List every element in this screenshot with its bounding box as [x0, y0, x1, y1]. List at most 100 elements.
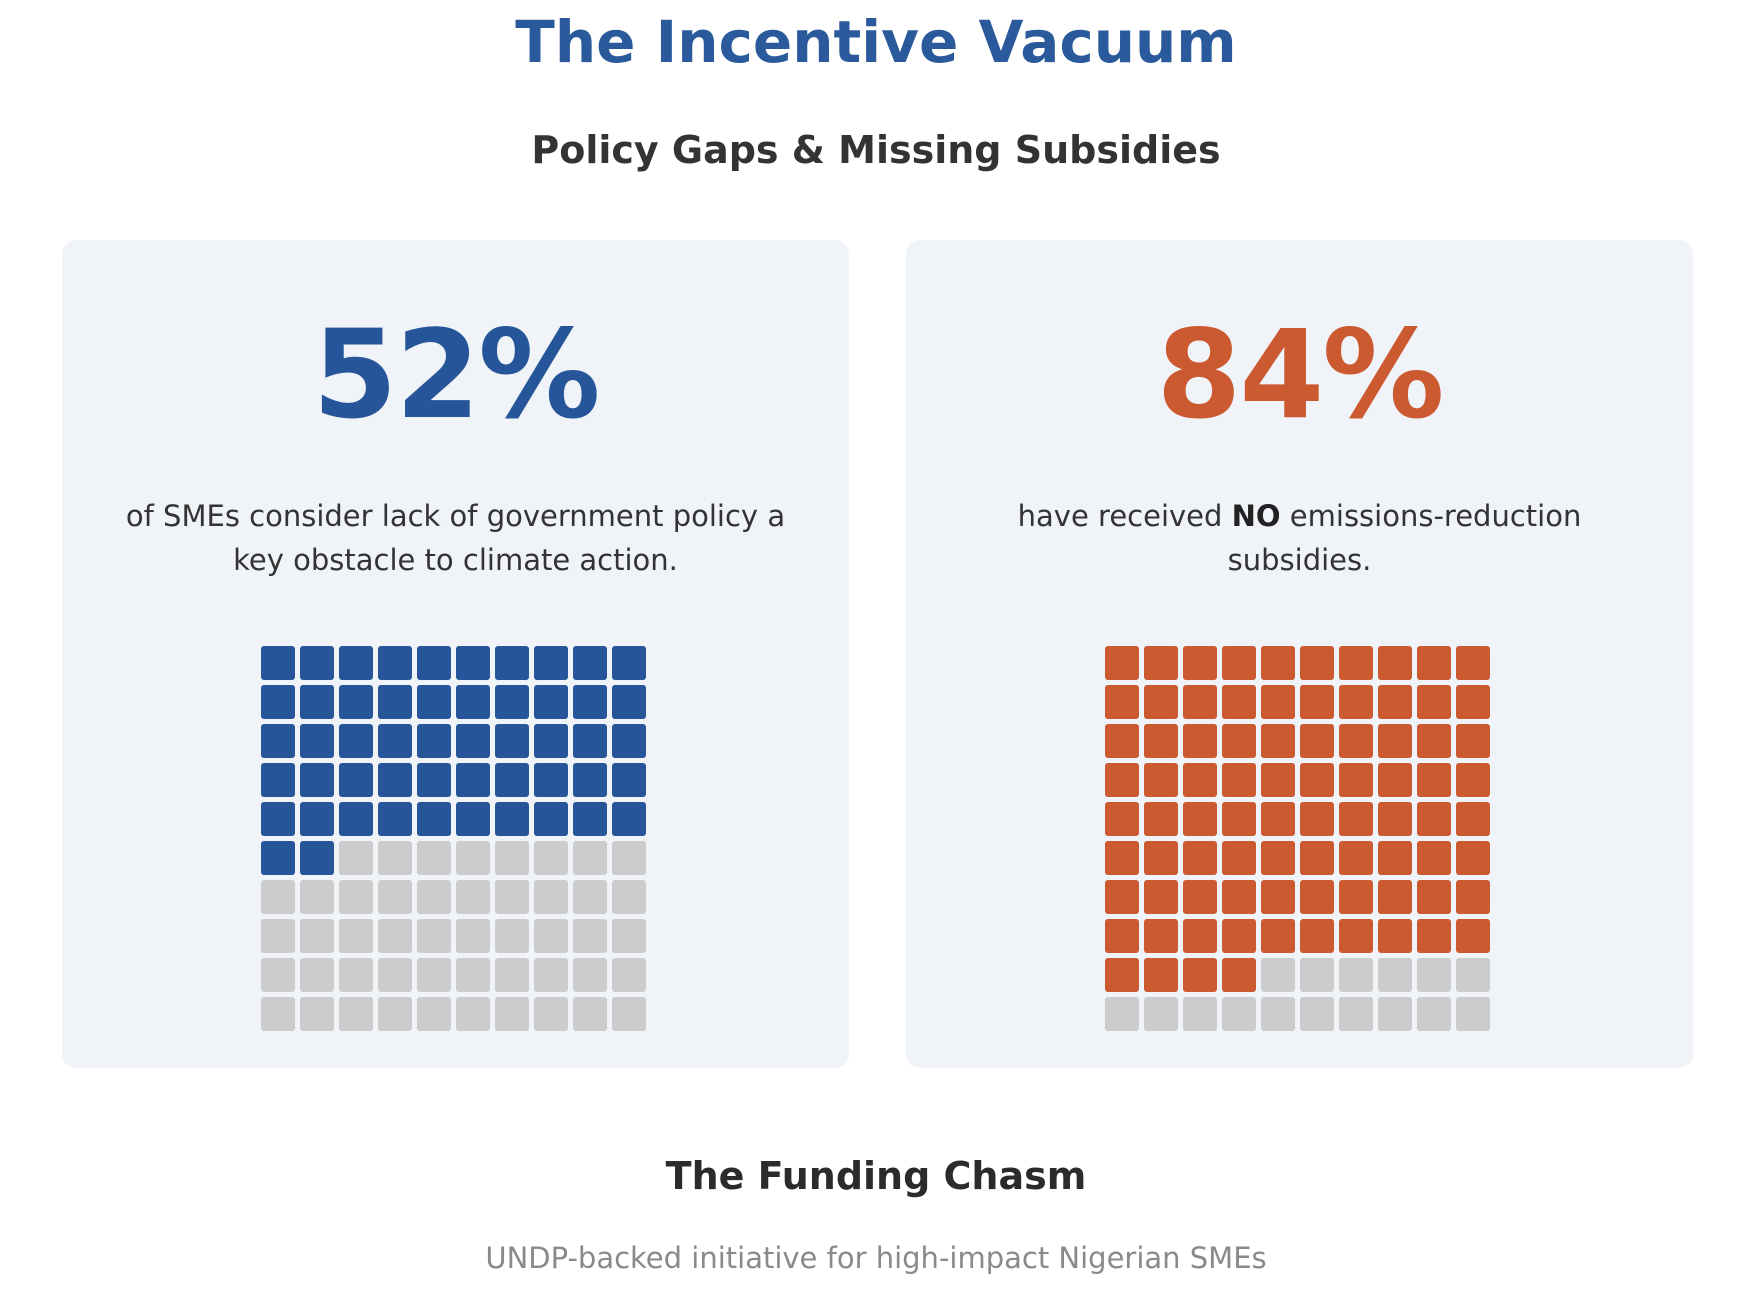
waffle-cell-empty	[573, 880, 607, 914]
waffle-cell-empty	[1417, 958, 1451, 992]
waffle-cell-filled	[495, 802, 529, 836]
waffle-cell-filled	[1261, 646, 1295, 680]
waffle-cell-filled	[378, 685, 412, 719]
page-title: The Incentive Vacuum	[515, 8, 1237, 76]
waffle-cell-empty	[612, 958, 646, 992]
waffle-cell-empty	[1300, 958, 1334, 992]
waffle-cell-filled	[1222, 880, 1256, 914]
waffle-cell-filled	[1222, 958, 1256, 992]
waffle-cell-filled	[1417, 646, 1451, 680]
waffle-cell-filled	[1300, 880, 1334, 914]
waffle-cell-empty	[1261, 958, 1295, 992]
waffle-cell-filled	[1183, 646, 1217, 680]
waffle-cell-filled	[1378, 646, 1412, 680]
waffle-cell-empty	[495, 841, 529, 875]
waffle-cell-empty	[573, 919, 607, 953]
waffle-cell-empty	[1339, 997, 1373, 1031]
waffle-cell-empty	[534, 880, 568, 914]
waffle-cell-filled	[1456, 919, 1490, 953]
waffle-cell-empty	[378, 841, 412, 875]
waffle-cell-filled	[1339, 763, 1373, 797]
waffle-cell-filled	[612, 802, 646, 836]
waffle-cell-empty	[300, 919, 334, 953]
waffle-cell-filled	[339, 763, 373, 797]
waffle-cell-filled	[1456, 724, 1490, 758]
waffle-cell-empty	[573, 997, 607, 1031]
waffle-cell-filled	[1105, 880, 1139, 914]
waffle-cell-filled	[1261, 919, 1295, 953]
waffle-cell-filled	[1183, 802, 1217, 836]
waffle-cell-filled	[1144, 958, 1178, 992]
waffle-cell-empty	[456, 919, 490, 953]
stat-value-policy: 52%	[312, 304, 600, 446]
waffle-cell-filled	[1339, 841, 1373, 875]
waffle-cell-empty	[1300, 997, 1334, 1031]
waffle-chart-subsidies	[1105, 646, 1490, 1031]
waffle-cell-empty	[1144, 997, 1178, 1031]
waffle-cell-empty	[339, 880, 373, 914]
waffle-cell-filled	[300, 724, 334, 758]
waffle-cell-filled	[339, 802, 373, 836]
waffle-cell-empty	[378, 919, 412, 953]
waffle-cell-empty	[339, 958, 373, 992]
waffle-cell-filled	[1105, 841, 1139, 875]
waffle-cell-empty	[339, 919, 373, 953]
waffle-cell-filled	[417, 724, 451, 758]
waffle-cell-empty	[417, 841, 451, 875]
waffle-cell-filled	[1183, 841, 1217, 875]
waffle-chart-policy	[261, 646, 646, 1031]
waffle-cell-empty	[417, 919, 451, 953]
waffle-cell-filled	[300, 646, 334, 680]
waffle-cell-filled	[1105, 802, 1139, 836]
waffle-cell-filled	[1456, 646, 1490, 680]
waffle-cell-filled	[456, 763, 490, 797]
waffle-cell-empty	[1378, 997, 1412, 1031]
waffle-cell-filled	[378, 802, 412, 836]
waffle-cell-filled	[261, 841, 295, 875]
waffle-cell-filled	[1222, 802, 1256, 836]
waffle-cell-filled	[534, 763, 568, 797]
waffle-cell-empty	[261, 919, 295, 953]
waffle-cell-filled	[1222, 646, 1256, 680]
waffle-cell-filled	[1378, 841, 1412, 875]
waffle-cell-filled	[261, 802, 295, 836]
waffle-cell-empty	[495, 919, 529, 953]
waffle-cell-filled	[261, 685, 295, 719]
stat-card-subsidies: 84% have received NO emissions-reduction…	[906, 240, 1693, 1068]
waffle-cell-filled	[1105, 919, 1139, 953]
waffle-cell-empty	[1261, 997, 1295, 1031]
waffle-cell-filled	[378, 724, 412, 758]
waffle-cell-filled	[1456, 763, 1490, 797]
waffle-cell-filled	[1378, 724, 1412, 758]
waffle-cell-empty	[417, 958, 451, 992]
waffle-cell-empty	[534, 841, 568, 875]
waffle-cell-empty	[456, 880, 490, 914]
waffle-cell-filled	[1144, 763, 1178, 797]
waffle-cell-empty	[573, 841, 607, 875]
waffle-cell-filled	[534, 802, 568, 836]
waffle-cell-filled	[1261, 802, 1295, 836]
waffle-cell-filled	[1417, 724, 1451, 758]
waffle-cell-empty	[378, 958, 412, 992]
waffle-cell-filled	[1417, 685, 1451, 719]
waffle-cell-empty	[1339, 958, 1373, 992]
stat-value-subsidies: 84%	[1156, 304, 1444, 446]
waffle-cell-filled	[1378, 880, 1412, 914]
waffle-cell-empty	[456, 958, 490, 992]
waffle-cell-filled	[1300, 919, 1334, 953]
waffle-cell-empty	[1183, 997, 1217, 1031]
waffle-cell-filled	[1456, 802, 1490, 836]
waffle-cell-filled	[1222, 841, 1256, 875]
waffle-cell-filled	[573, 802, 607, 836]
waffle-cell-filled	[534, 646, 568, 680]
stat-caption-subsidies: have received NO emissions-reduction sub…	[946, 494, 1653, 582]
waffle-cell-filled	[417, 685, 451, 719]
waffle-cell-empty	[1222, 997, 1256, 1031]
waffle-cell-filled	[612, 685, 646, 719]
waffle-cell-empty	[300, 997, 334, 1031]
waffle-cell-filled	[573, 724, 607, 758]
waffle-cell-empty	[378, 880, 412, 914]
waffle-cell-empty	[378, 997, 412, 1031]
waffle-cell-filled	[1144, 685, 1178, 719]
waffle-cell-filled	[1378, 763, 1412, 797]
